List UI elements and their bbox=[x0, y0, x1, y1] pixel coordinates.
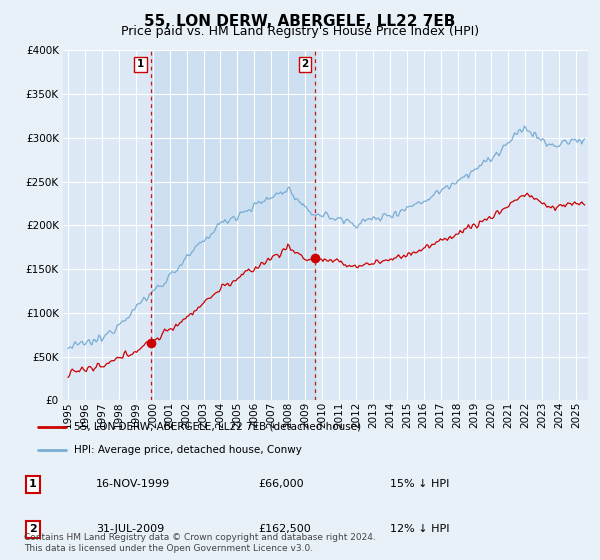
Text: Contains HM Land Registry data © Crown copyright and database right 2024.
This d: Contains HM Land Registry data © Crown c… bbox=[24, 533, 376, 553]
Text: 1: 1 bbox=[29, 479, 37, 489]
Text: 55, LON DERW, ABERGELE, LL22 7EB: 55, LON DERW, ABERGELE, LL22 7EB bbox=[145, 14, 455, 29]
Text: 12% ↓ HPI: 12% ↓ HPI bbox=[390, 524, 449, 534]
Text: Price paid vs. HM Land Registry's House Price Index (HPI): Price paid vs. HM Land Registry's House … bbox=[121, 25, 479, 38]
Text: 31-JUL-2009: 31-JUL-2009 bbox=[96, 524, 164, 534]
Text: HPI: Average price, detached house, Conwy: HPI: Average price, detached house, Conw… bbox=[74, 445, 302, 455]
Text: 2: 2 bbox=[29, 524, 37, 534]
Text: 2: 2 bbox=[301, 59, 308, 69]
Text: 16-NOV-1999: 16-NOV-1999 bbox=[96, 479, 170, 489]
Text: 15% ↓ HPI: 15% ↓ HPI bbox=[390, 479, 449, 489]
Text: £66,000: £66,000 bbox=[258, 479, 304, 489]
Bar bbox=[151, 50, 315, 400]
Text: 55, LON DERW, ABERGELE, LL22 7EB (detached house): 55, LON DERW, ABERGELE, LL22 7EB (detach… bbox=[74, 422, 361, 432]
Text: 1: 1 bbox=[137, 59, 144, 69]
Text: £162,500: £162,500 bbox=[258, 524, 311, 534]
